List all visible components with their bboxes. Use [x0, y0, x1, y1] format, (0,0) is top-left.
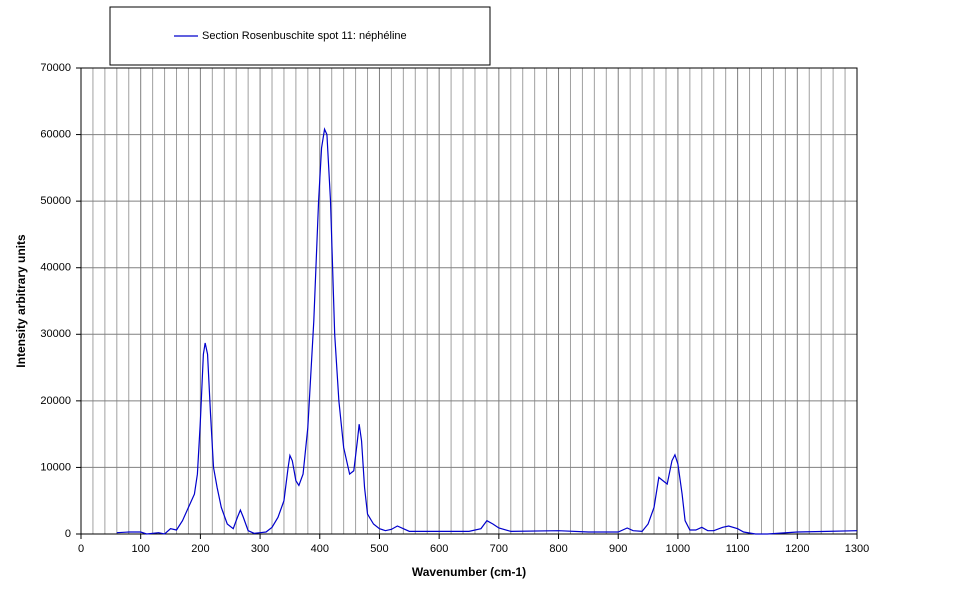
y-axis-title: Intensity arbitrary units [14, 234, 28, 368]
x-tick-label: 1200 [785, 543, 809, 555]
x-tick-label: 1300 [845, 543, 869, 555]
data-line [116, 127, 858, 535]
plot-border [80, 67, 858, 535]
x-tick-label: 1100 [726, 543, 750, 555]
legend-box [109, 6, 491, 66]
y-tick-label: 40000 [40, 262, 71, 274]
x-tick-label: 900 [609, 543, 627, 555]
y-tick-label: 50000 [40, 195, 71, 207]
plot-area [81, 68, 857, 534]
y-tick-label: 30000 [40, 328, 71, 340]
y-tick-label: 10000 [40, 461, 71, 473]
y-tick-label: 60000 [40, 128, 71, 140]
x-tick-label: 500 [370, 543, 388, 555]
x-tick-label: 600 [430, 543, 448, 555]
x-tick-label: 400 [311, 543, 329, 555]
x-axis-title: Wavenumber (cm-1) [412, 565, 526, 579]
legend-label: Section Rosenbuschite spot 11: néphéline [202, 30, 407, 42]
x-tick-label: 100 [132, 543, 150, 555]
x-tick-label: 700 [490, 543, 508, 555]
x-tick-label: 800 [549, 543, 567, 555]
x-tick-label: 1000 [666, 543, 690, 555]
x-tick-label: 0 [78, 543, 84, 555]
y-tick-label: 70000 [40, 62, 71, 74]
y-tick-label: 20000 [40, 395, 71, 407]
y-tick-label: 0 [65, 528, 71, 540]
x-tick-label: 300 [251, 543, 269, 555]
x-tick-label: 200 [191, 543, 209, 555]
